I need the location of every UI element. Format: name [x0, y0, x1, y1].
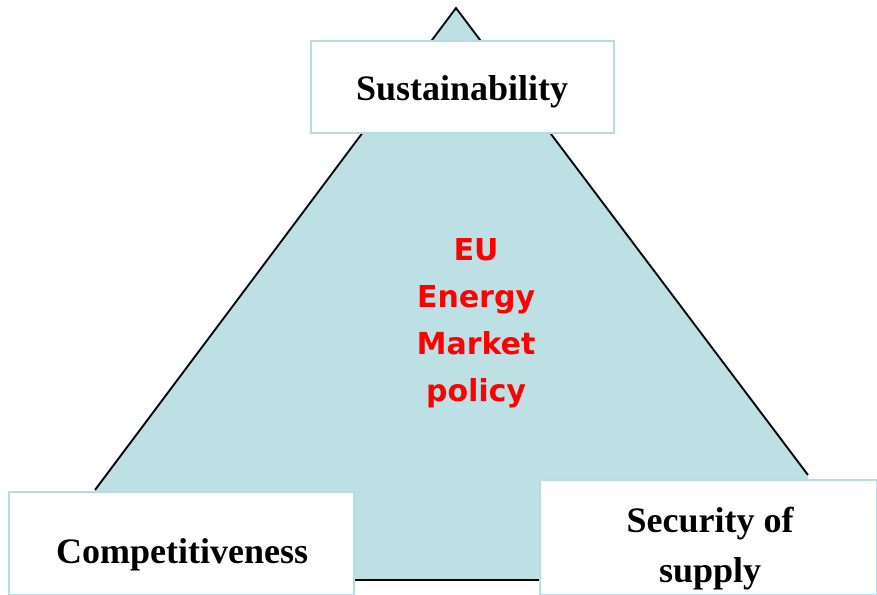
node-label: Competitiveness — [56, 531, 308, 571]
node-box — [539, 479, 877, 595]
node-box — [310, 40, 615, 134]
node-box — [8, 491, 355, 595]
center-label: EU — [454, 233, 499, 268]
node-label: Sustainability — [356, 68, 568, 108]
center-label: policy — [426, 374, 526, 409]
node-label: Security of — [627, 500, 795, 540]
center-label: Energy — [417, 280, 535, 315]
triangle-edge — [94, 6, 809, 491]
triangle-fill — [95, 8, 808, 580]
node-label: supply — [659, 550, 761, 590]
center-label: Market — [417, 327, 536, 362]
